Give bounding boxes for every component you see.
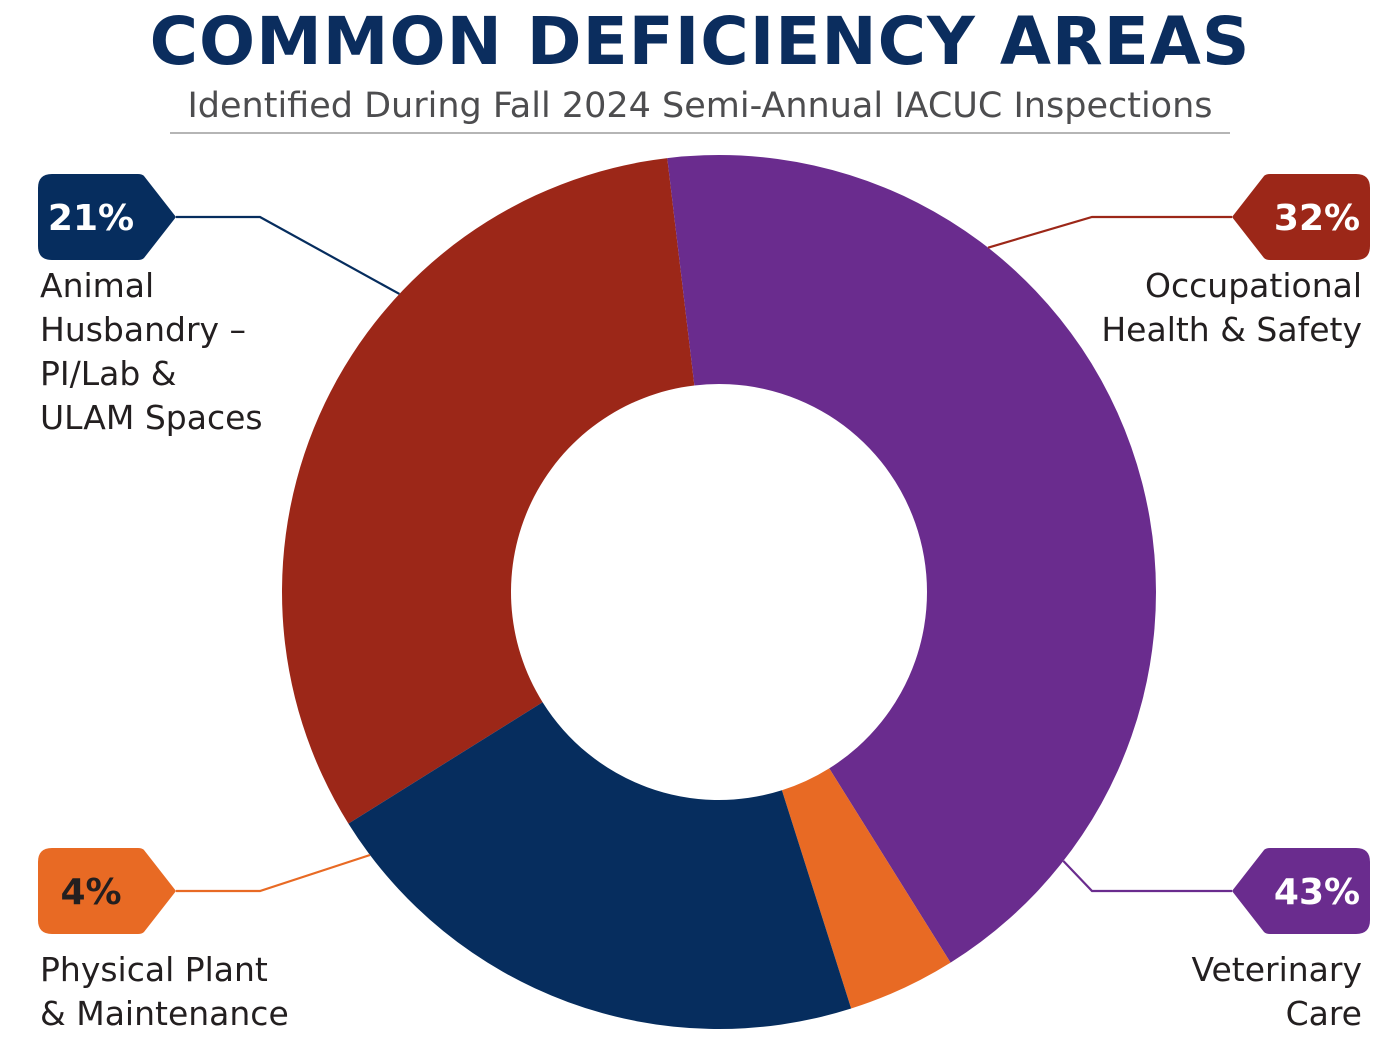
percent-badge-2 bbox=[38, 848, 176, 934]
leader-line-3 bbox=[176, 215, 400, 295]
donut-slice-2 bbox=[781, 768, 951, 1009]
chart-subtitle: Identified During Fall 2024 Semi-Annual … bbox=[187, 86, 1213, 126]
donut-slice-1 bbox=[667, 154, 1156, 963]
percent-badge-3 bbox=[38, 174, 176, 260]
donut-slices bbox=[282, 154, 1156, 1029]
label-physical-plant-maintenance: Physical Plant & Maintenance bbox=[40, 950, 289, 1033]
percent-badge-1 bbox=[1232, 848, 1370, 934]
percent-label-0: 32% bbox=[1274, 198, 1360, 239]
percent-label-3: 21% bbox=[48, 198, 134, 239]
donut-slice-3 bbox=[348, 702, 852, 1029]
donut-slice-0 bbox=[282, 158, 695, 824]
percent-badge-0 bbox=[1232, 174, 1370, 260]
percent-label-1: 43% bbox=[1274, 872, 1360, 913]
chart-title: COMMON DEFICIENCY AREAS bbox=[149, 3, 1251, 80]
label-occupational-health-safety: Occupational Health & Safety bbox=[1101, 266, 1362, 349]
label-veterinary-care: Veterinary Care bbox=[1191, 950, 1362, 1033]
title-divider bbox=[170, 132, 1230, 134]
leader-line-0 bbox=[987, 215, 1232, 249]
percent-label-2: 4% bbox=[60, 872, 121, 913]
leader-lines bbox=[176, 215, 1232, 893]
label-animal-husbandry: Animal Husbandry – PI/Lab & ULAM Spaces bbox=[40, 266, 263, 437]
leader-line-2 bbox=[176, 853, 371, 893]
percentage-badges: 32% 43% 4% 21% bbox=[38, 174, 1370, 934]
leader-line-1 bbox=[1062, 860, 1232, 893]
